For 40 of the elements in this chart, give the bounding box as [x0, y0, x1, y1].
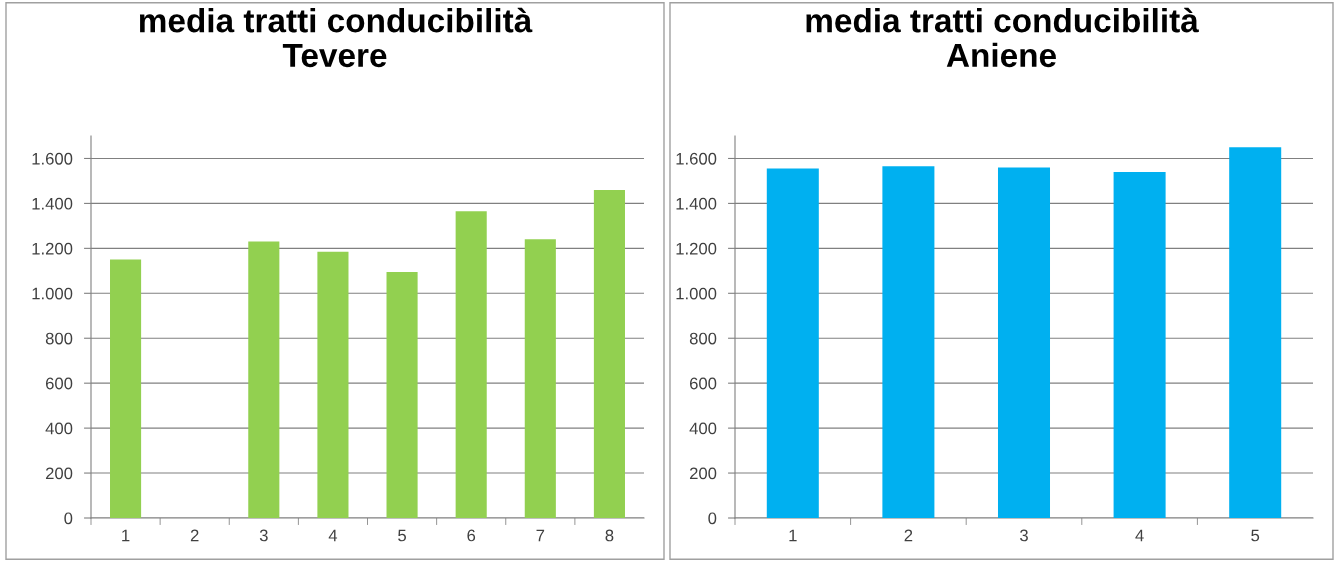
chart-title: media tratti conducibilità Aniene: [806, 7, 1199, 68]
x-tick-label: 7: [536, 529, 545, 542]
y-tick-label: 1.000: [676, 287, 717, 300]
y-tick-label: 0: [64, 512, 73, 525]
x-tick-label: 2: [190, 529, 199, 542]
x-tick-label: 1: [789, 529, 797, 542]
bar: [455, 211, 487, 518]
chart-title: media tratti conducibilità Tevere: [139, 7, 533, 68]
x-tick-label: 4: [328, 529, 338, 542]
x-tick-label: 6: [467, 529, 476, 542]
x-tick-label: 3: [259, 529, 268, 542]
x-tick-label: 5: [398, 529, 406, 542]
x-tick-label: 4: [1135, 529, 1144, 542]
x-tick-label: 8: [605, 529, 614, 542]
y-tick-label: 200: [689, 467, 717, 480]
y-tick-label: 600: [689, 377, 717, 390]
y-tick-label: 1.400: [32, 197, 73, 210]
bar: [524, 239, 556, 518]
y-tick-label: 0: [708, 512, 717, 525]
x-tick-label: 5: [1251, 529, 1260, 542]
y-tick-label: 1.000: [32, 287, 73, 300]
y-tick-label: 800: [45, 332, 73, 345]
y-tick-label: 1.200: [676, 242, 717, 255]
y-tick-label: 200: [45, 467, 73, 480]
y-tick-label: 1.200: [32, 242, 73, 255]
bar: [110, 259, 142, 518]
y-tick-label: 1.400: [676, 197, 717, 210]
x-tick-label: 3: [1020, 529, 1028, 542]
y-tick-label: 400: [689, 422, 717, 435]
bar: [248, 241, 280, 518]
bar: [593, 189, 625, 518]
y-tick-label: 400: [45, 422, 73, 435]
y-tick-label: 600: [45, 377, 73, 390]
x-tick-label: 1: [122, 529, 130, 542]
y-tick-label: 1.600: [32, 152, 73, 165]
y-tick-label: 800: [689, 332, 717, 345]
bar: [386, 271, 418, 518]
x-tick-label: 2: [904, 529, 913, 542]
bar: [317, 251, 349, 518]
y-tick-label: 1.600: [676, 152, 717, 165]
